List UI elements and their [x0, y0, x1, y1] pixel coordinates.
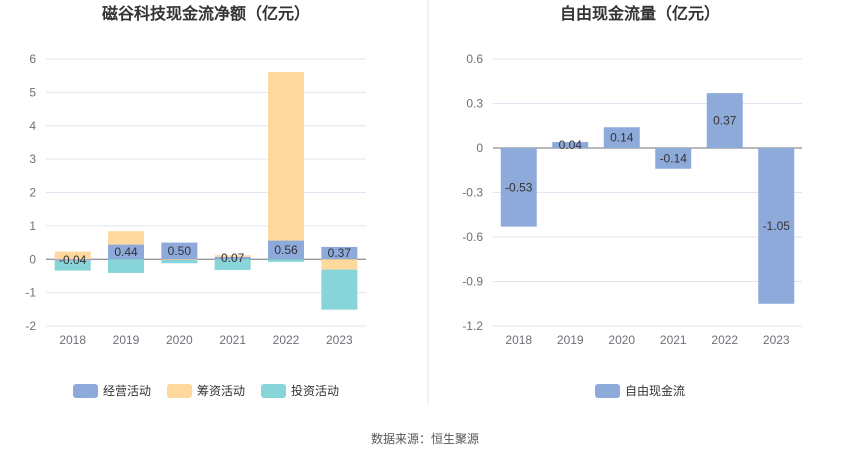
chart-title: 磁谷科技现金流净额（亿元）: [102, 4, 310, 23]
legend-label: 经营活动: [103, 384, 151, 398]
chart-title: 自由现金流量（亿元）: [560, 4, 720, 23]
legend-label: 投资活动: [291, 383, 339, 398]
y-tick-label: -1: [25, 286, 36, 300]
x-tick-label: 2018: [59, 333, 86, 347]
legend-swatch: [595, 384, 620, 398]
legend-swatch: [73, 384, 98, 398]
x-tick-label: 2020: [166, 333, 193, 347]
bar: [655, 148, 692, 169]
data-label: 0.44: [114, 245, 138, 259]
data-label: 0.07: [221, 251, 245, 265]
y-tick-label: 0.3: [466, 97, 483, 111]
x-tick-label: 2022: [273, 333, 300, 347]
x-tick-label: 2023: [326, 333, 353, 347]
x-tick-label: 2022: [711, 333, 738, 347]
bar: [706, 93, 743, 148]
bar: [758, 148, 795, 304]
legend-label: 自由现金流: [625, 383, 685, 398]
x-tick-label: 2021: [660, 333, 687, 347]
legend-swatch: [261, 384, 286, 398]
y-tick-label: 0: [476, 141, 483, 155]
legend-swatch: [167, 384, 192, 398]
data-label: 0.04: [559, 138, 583, 152]
bar: [321, 246, 358, 260]
data-label: -0.14: [660, 151, 688, 165]
y-tick-label: -0.6: [462, 230, 483, 244]
data-label: -0.53: [505, 180, 533, 194]
y-tick-label: 0: [29, 252, 36, 266]
data-label: 0.37: [328, 246, 352, 260]
bar: [108, 259, 144, 273]
x-tick-label: 2021: [219, 333, 246, 347]
bar: [161, 259, 198, 260]
y-tick-label: 1: [29, 219, 36, 233]
data-label: -1.05: [763, 219, 791, 233]
x-tick-label: 2019: [113, 333, 140, 347]
y-tick-label: -1.2: [462, 319, 483, 333]
bar: [54, 251, 91, 260]
data-label: 0.14: [610, 131, 634, 145]
x-tick-label: 2019: [557, 333, 584, 347]
bar: [214, 256, 251, 260]
y-tick-label: 3: [29, 152, 36, 166]
bar: [54, 259, 91, 261]
bar: [108, 231, 144, 245]
y-tick-label: -2: [25, 319, 36, 333]
x-tick-label: 2020: [608, 333, 635, 347]
bar: [500, 148, 537, 227]
bar: [268, 259, 304, 262]
y-tick-label: 0.6: [466, 52, 483, 66]
y-tick-label: 5: [29, 85, 36, 99]
bar: [214, 259, 251, 270]
data-label: -0.04: [59, 253, 87, 267]
y-tick-label: 2: [29, 186, 36, 200]
y-tick-label: -0.9: [462, 275, 483, 289]
bar: [108, 244, 144, 260]
bar: [161, 259, 198, 264]
bar: [321, 259, 358, 270]
free-cash-flow-chart: 自由现金流量（亿元） -1.2 -0.9 -0.6 -0.3 0 0.3 0.6 2018 201…: [462, 4, 802, 398]
x-tick-label: 2018: [505, 333, 532, 347]
cash-flow-chart: 磁谷科技现金流净额（亿元） -2 -1 0 1 2 3 4 5 6 2018 2019 2020 2021…: [25, 4, 366, 398]
y-tick-label: -0.3: [462, 186, 483, 200]
legend-label: 筹资活动: [197, 384, 245, 398]
y-tick-label: 6: [29, 52, 36, 66]
bar: [54, 260, 91, 271]
source-note: 数据来源：恒生聚源: [371, 431, 479, 446]
data-label: 0.50: [168, 244, 192, 258]
bar: [552, 142, 589, 148]
y-tick-label: 4: [29, 119, 36, 133]
bar: [214, 255, 251, 257]
bar: [603, 127, 640, 148]
bar: [268, 72, 304, 241]
data-label: 0.56: [274, 243, 298, 257]
bar: [321, 269, 358, 310]
x-tick-label: 2023: [763, 333, 790, 347]
bar: [161, 242, 198, 260]
bar: [268, 240, 304, 260]
data-label: 0.37: [713, 114, 737, 128]
